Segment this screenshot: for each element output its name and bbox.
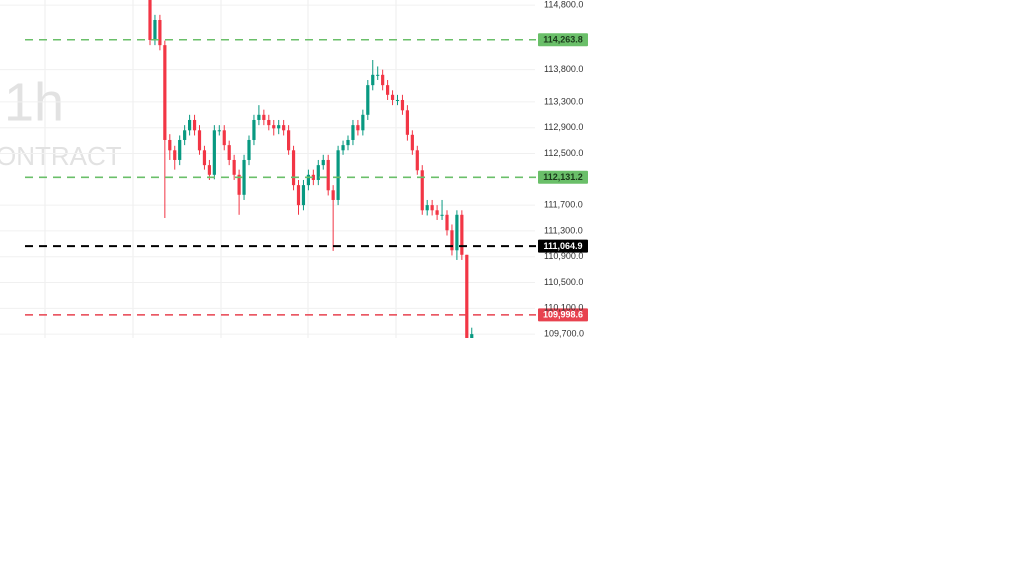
candle-body bbox=[207, 165, 211, 175]
candle-body bbox=[222, 130, 226, 146]
candle-body bbox=[326, 159, 330, 191]
candle-body bbox=[183, 130, 187, 140]
candle-body bbox=[306, 174, 310, 186]
price-line-label: 114,263.8 bbox=[543, 35, 583, 45]
candle-body bbox=[321, 159, 325, 166]
y-tick-label: 111,300.0 bbox=[544, 225, 583, 235]
candle-body bbox=[188, 119, 192, 131]
y-tick-label: 110,100.0 bbox=[544, 303, 583, 313]
y-tick-label: 114,800.0 bbox=[544, 0, 583, 10]
price-lines: 114,263.8 112,131.2 111,064.9 109,998.6 bbox=[25, 33, 588, 322]
candle-body bbox=[197, 130, 202, 151]
candle-body bbox=[331, 190, 335, 200]
candle-body bbox=[178, 139, 182, 160]
price-line-tag bbox=[538, 33, 588, 47]
candle-body bbox=[192, 119, 197, 131]
candle-body bbox=[386, 85, 390, 95]
candle-body bbox=[272, 125, 276, 129]
candle-body bbox=[415, 150, 419, 171]
candle-body bbox=[311, 174, 315, 180]
candle-body bbox=[390, 94, 395, 100]
candle-body bbox=[277, 125, 281, 129]
candle-body bbox=[361, 114, 365, 131]
y-tick-label: 112,900.0 bbox=[544, 122, 583, 132]
candle-body bbox=[316, 165, 320, 180]
candle-body bbox=[460, 214, 464, 255]
candle-body bbox=[346, 139, 350, 146]
candle-body bbox=[425, 205, 429, 211]
candle-body bbox=[455, 214, 459, 251]
candle-body bbox=[173, 150, 177, 160]
candle-body bbox=[153, 19, 157, 40]
candle-body bbox=[287, 130, 291, 151]
candle-body bbox=[252, 119, 256, 140]
candle-body bbox=[301, 185, 306, 206]
candle-body bbox=[291, 150, 296, 186]
watermark-contract: ONTRACT bbox=[0, 141, 122, 171]
candle-body bbox=[420, 170, 424, 211]
candle-body bbox=[430, 205, 434, 211]
candle-body bbox=[440, 214, 444, 216]
price-line-tag bbox=[538, 239, 588, 253]
candle-body bbox=[237, 174, 241, 195]
candle-body bbox=[247, 139, 251, 160]
candle-body bbox=[371, 74, 375, 86]
candle-body bbox=[282, 125, 286, 131]
candle-body bbox=[168, 139, 172, 151]
candle-body bbox=[158, 19, 162, 46]
candle-body bbox=[296, 185, 301, 206]
candle-body bbox=[267, 119, 271, 126]
candle-body bbox=[445, 214, 449, 231]
candle-body bbox=[400, 99, 405, 111]
candle-body bbox=[465, 254, 469, 338]
y-tick-label: 113,300.0 bbox=[544, 96, 583, 106]
price-line-tag bbox=[538, 308, 588, 322]
y-tick-label: 112,500.0 bbox=[544, 148, 583, 158]
candle-body bbox=[376, 74, 380, 76]
price-line-label: 111,064.9 bbox=[543, 241, 582, 251]
y-tick-label: 111,700.0 bbox=[544, 199, 583, 209]
price-line-label: 109,998.6 bbox=[543, 310, 583, 320]
candles bbox=[148, 0, 474, 338]
candle-body bbox=[410, 134, 414, 151]
candle-body bbox=[405, 110, 409, 135]
candle-body bbox=[470, 334, 474, 338]
y-tick-label: 113,800.0 bbox=[544, 64, 583, 74]
y-tick-label: 110,500.0 bbox=[544, 277, 583, 287]
candle-body bbox=[336, 150, 340, 200]
candle-body bbox=[217, 130, 221, 132]
price-line-tag bbox=[538, 170, 588, 184]
candle-body bbox=[232, 159, 236, 175]
candle-body bbox=[242, 159, 246, 195]
candle-body bbox=[341, 145, 345, 151]
candle-body bbox=[202, 150, 207, 166]
candle-body bbox=[227, 145, 231, 160]
grid bbox=[0, 4, 535, 335]
candle-body bbox=[148, 0, 152, 40]
candle-body bbox=[262, 114, 266, 120]
candle-body bbox=[356, 125, 360, 131]
candle-body bbox=[381, 74, 385, 86]
candle-body bbox=[366, 85, 370, 115]
candle-body bbox=[212, 130, 216, 175]
price-line-label: 112,131.2 bbox=[543, 172, 583, 182]
candle-body bbox=[351, 125, 355, 140]
candle-body bbox=[450, 230, 454, 251]
price-axis: 114,800.0 113,800.0 113,300.0 112,900.0 112,… bbox=[544, 0, 584, 339]
candle-body bbox=[395, 99, 400, 101]
candle-body bbox=[435, 210, 439, 215]
candle-body bbox=[257, 114, 261, 120]
y-tick-label: 109,700.0 bbox=[544, 329, 584, 339]
vertical-grid bbox=[44, 0, 397, 338]
candle-body bbox=[163, 45, 167, 140]
y-tick-label: 110,900.0 bbox=[544, 251, 583, 261]
